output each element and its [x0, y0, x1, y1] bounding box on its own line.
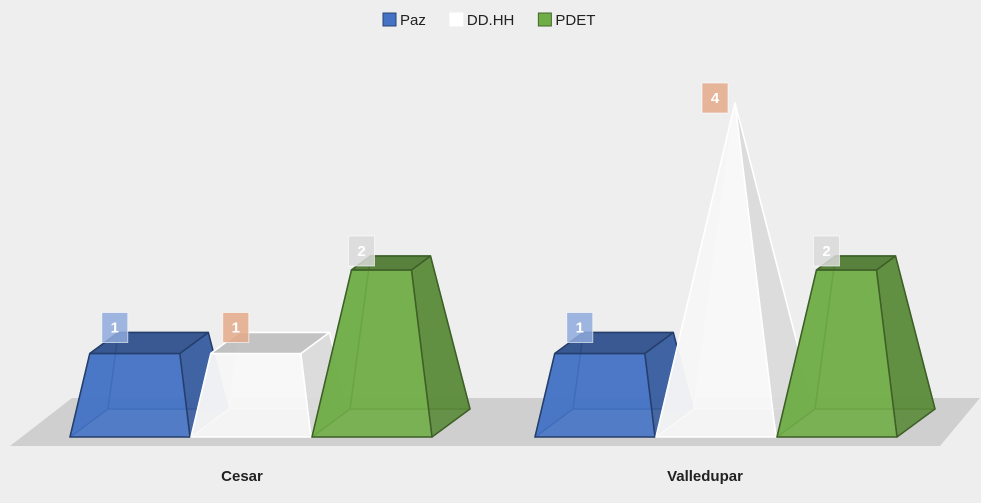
legend-swatch [382, 12, 397, 27]
face-front [534, 352, 656, 438]
x-tick-label: Valledupar [667, 468, 743, 485]
legend-swatch [449, 12, 464, 27]
data-label-box [222, 312, 250, 343]
bar [776, 255, 936, 438]
bar [69, 331, 229, 438]
data-label: 1 [232, 319, 240, 336]
data-label: 1 [111, 319, 119, 336]
x-tick-label: Cesar [221, 468, 263, 485]
face-front [190, 352, 312, 438]
bar [655, 102, 815, 438]
data-label: 2 [822, 243, 830, 260]
data-label-box [348, 235, 375, 267]
data-label: 2 [357, 243, 365, 260]
data-label-box [566, 312, 594, 343]
face-front [655, 102, 777, 438]
legend-label: PDET [555, 12, 595, 29]
face-front [69, 352, 191, 438]
data-label: 4 [711, 90, 720, 107]
data-label-box [701, 82, 729, 114]
legend-label: Paz [400, 12, 426, 29]
data-label: 1 [576, 319, 584, 336]
legend-label: DD.HH [467, 12, 515, 29]
data-label-box [101, 312, 129, 343]
bar [311, 255, 471, 438]
legend-swatch [537, 12, 552, 27]
data-label-box [813, 235, 840, 267]
